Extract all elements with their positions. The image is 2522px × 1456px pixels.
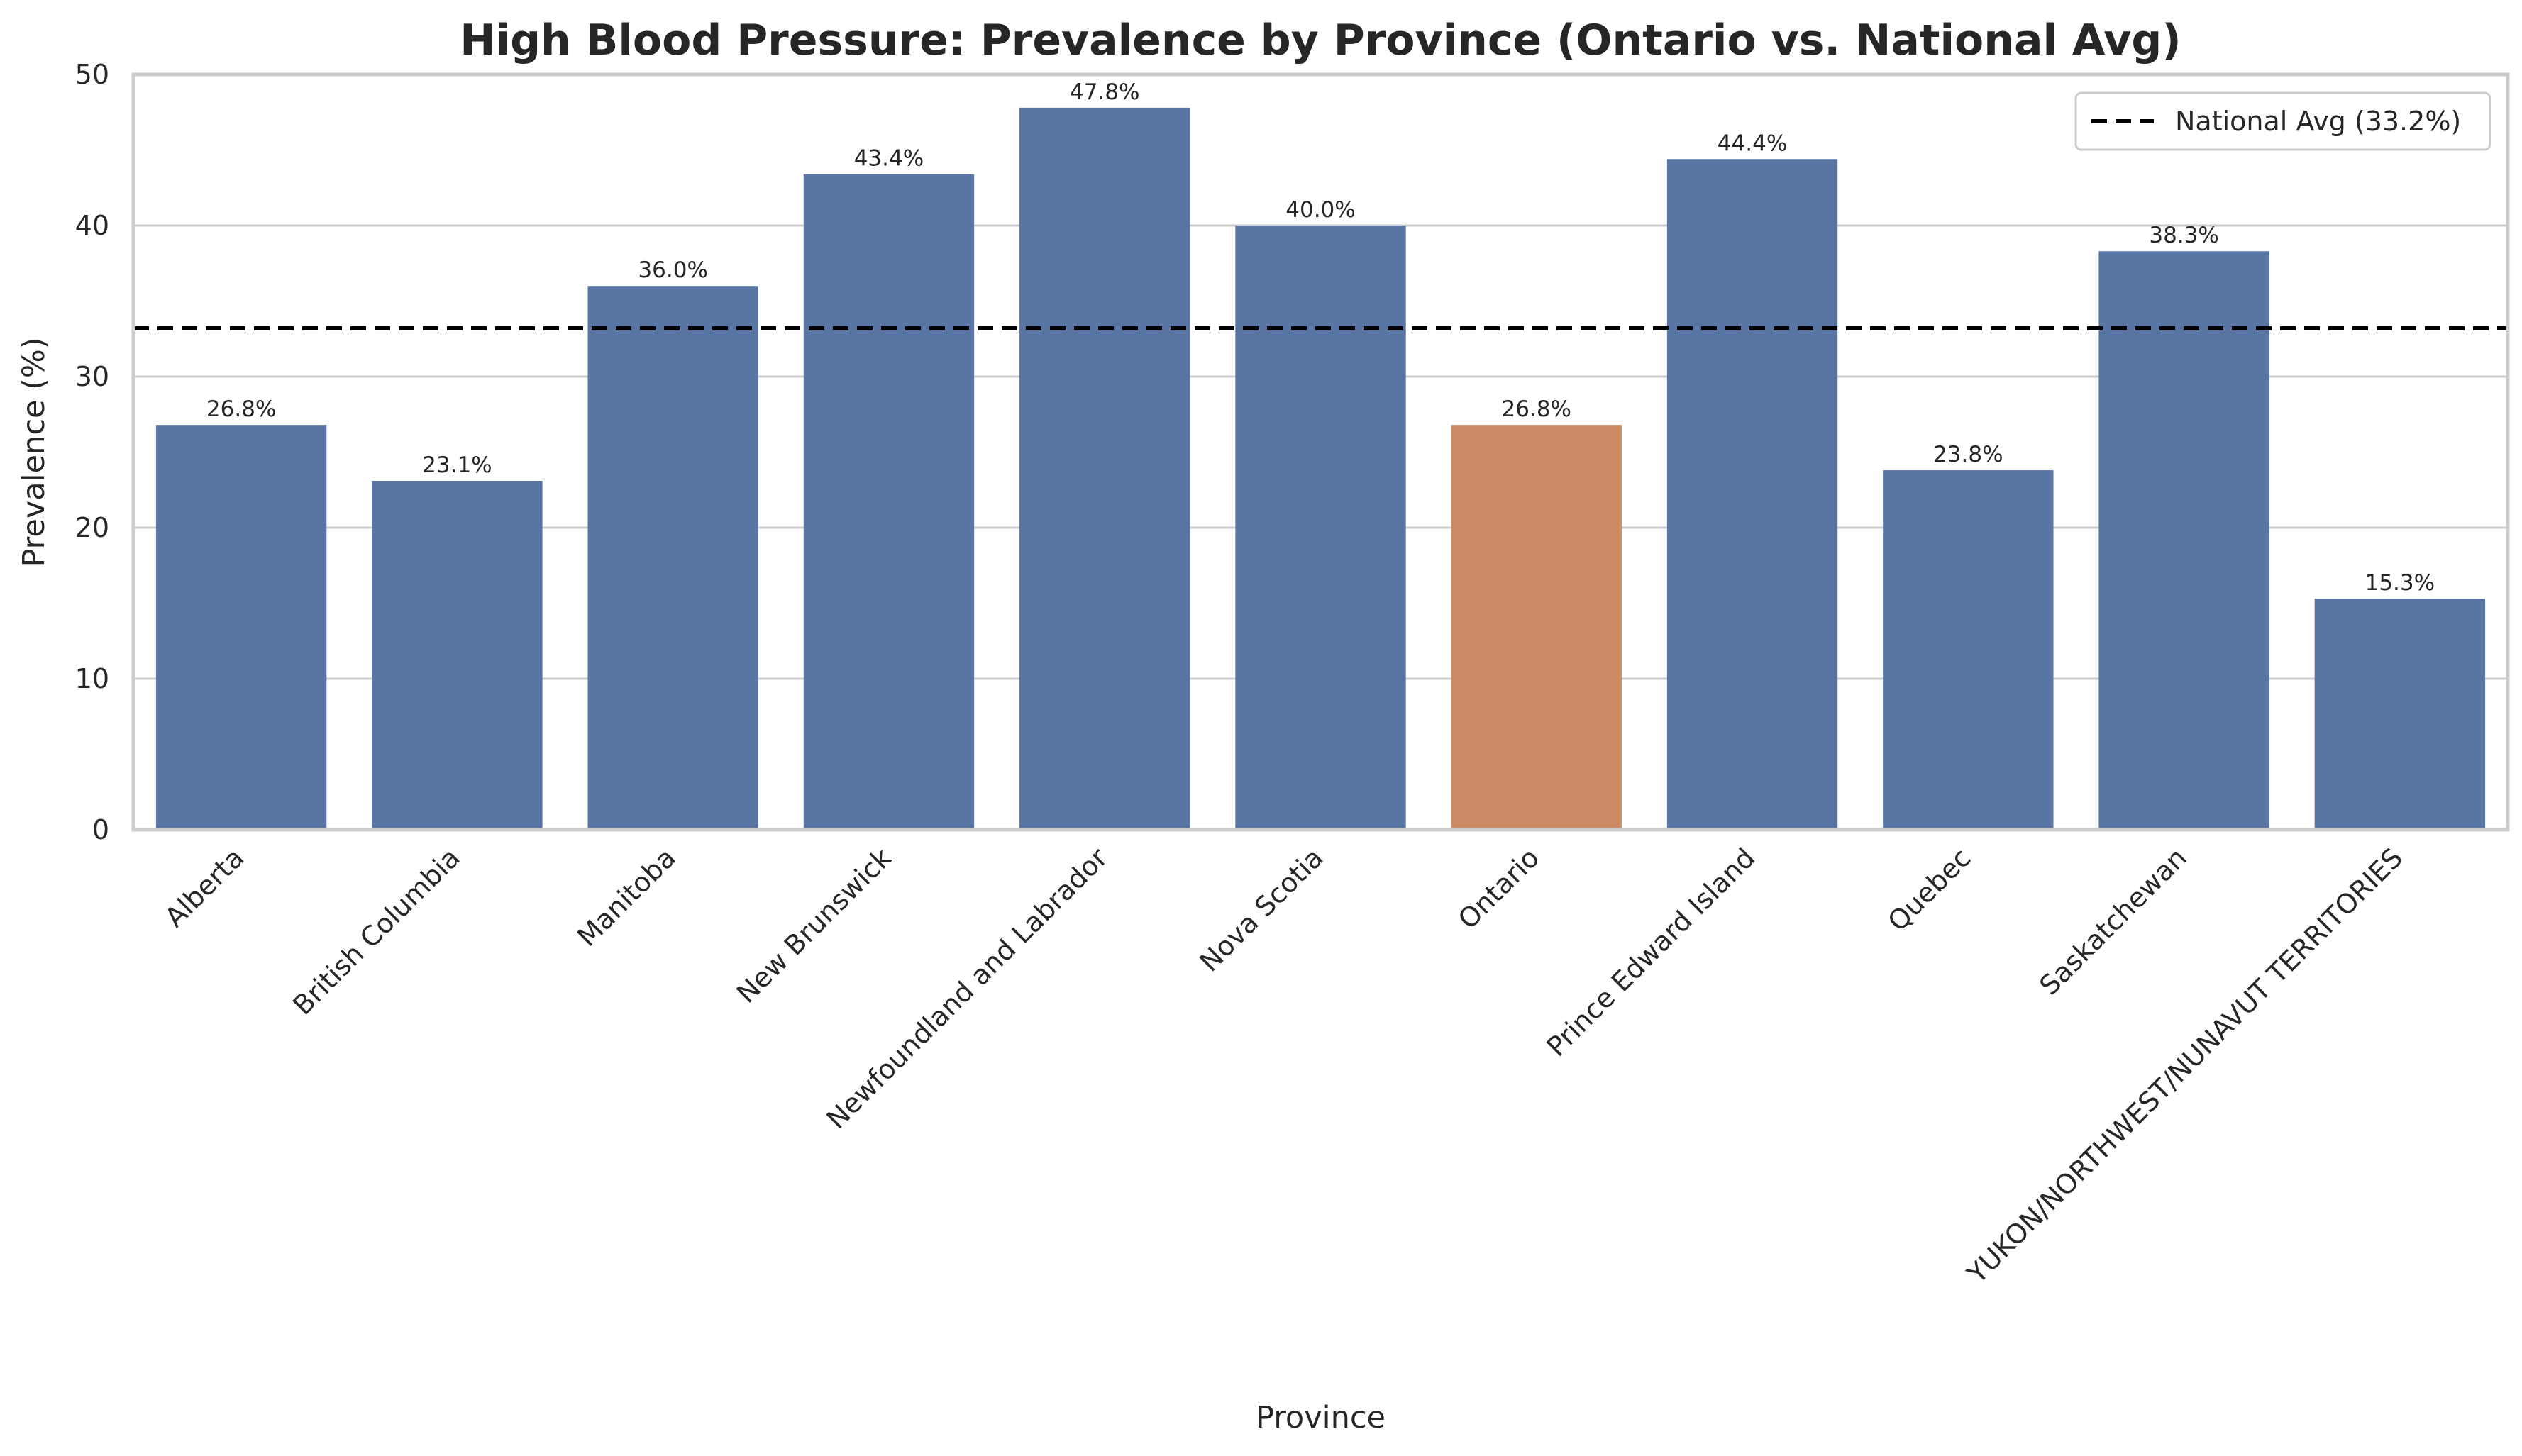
- bar-alberta: [155, 425, 327, 830]
- bar-quebec: [1883, 470, 2054, 830]
- plot-frame: [131, 72, 2510, 832]
- bar-saskatchewan: [2098, 251, 2269, 830]
- data-labels: 26.8% 23.1% 36.0% 43.4% 47.8% 40.0% 26.8% 44.4%…: [206, 79, 2435, 596]
- data-label-alberta: 26.8%: [206, 396, 276, 422]
- y-tick-label-30: 30: [75, 361, 109, 392]
- chart-title: High Blood Pressure: Prevalence by Provi…: [460, 16, 2181, 65]
- bars: [155, 107, 2486, 830]
- y-tick-label-20: 20: [75, 512, 109, 543]
- bar-ontario: [1451, 425, 1622, 830]
- bar-british-columbia: [372, 480, 543, 830]
- x-tick-label-quebec: Quebec: [1881, 842, 1976, 937]
- x-tick-label-ontario: Ontario: [1452, 842, 1545, 935]
- data-label-british-columbia: 23.1%: [422, 452, 492, 478]
- data-label-saskatchewan: 38.3%: [2149, 223, 2218, 248]
- x-tick-label-new-brunswick: New Brunswick: [731, 842, 898, 1009]
- x-tick-label-prince-edward-island: Prince Edward Island: [1541, 842, 1761, 1062]
- x-tick-label-nova-scotia: Nova Scotia: [1194, 842, 1329, 977]
- data-label-manitoba: 36.0%: [638, 257, 707, 283]
- data-label-new-brunswick: 43.4%: [854, 146, 924, 172]
- data-label-quebec: 23.8%: [1933, 442, 2003, 467]
- x-axis-ticks: Alberta British Columbia Manitoba New Bruns…: [159, 842, 2408, 1290]
- y-tick-label-40: 40: [75, 210, 109, 241]
- bar-new-brunswick: [803, 174, 975, 830]
- data-label-nova-scotia: 40.0%: [1285, 197, 1355, 223]
- y-tick-label-0: 0: [92, 814, 109, 845]
- legend-box: [2074, 91, 2491, 151]
- data-label-newfoundland-and-labrador: 47.8%: [1070, 79, 1139, 105]
- data-label-yukon-northwest-nunavut-territories: 15.3%: [2365, 570, 2435, 596]
- x-tick-label-yukon-northwest-nunavut-territories: YUKON/NORTHWEST/NUNAVUT TERRITORIES: [1961, 842, 2408, 1289]
- bar-prince-edward-island: [1666, 159, 1838, 830]
- bar-nova-scotia: [1235, 226, 1406, 830]
- y-tick-label-50: 50: [75, 59, 109, 90]
- data-label-prince-edward-island: 44.4%: [1718, 130, 1787, 156]
- bar-manitoba: [587, 286, 758, 830]
- legend: National Avg (33.2%): [2074, 91, 2491, 151]
- x-tick-label-alberta: Alberta: [159, 842, 250, 933]
- bar-yukon-northwest-nunavut-territories: [2314, 599, 2486, 830]
- bar-newfoundland-and-labrador: [1019, 107, 1190, 830]
- x-axis-label: Province: [1256, 1400, 1386, 1435]
- y-axis-ticks: 0 10 20 30 40 50: [75, 59, 109, 845]
- y-axis-label: Prevalence (%): [16, 338, 52, 567]
- data-label-ontario: 26.8%: [1502, 396, 1571, 422]
- x-tick-label-british-columbia: British Columbia: [287, 842, 465, 1021]
- y-tick-label-10: 10: [75, 663, 109, 694]
- x-tick-label-manitoba: Manitoba: [571, 842, 682, 952]
- legend-entry-national-avg: National Avg (33.2%): [2175, 106, 2461, 137]
- x-tick-label-saskatchewan: Saskatchewan: [2033, 842, 2193, 1001]
